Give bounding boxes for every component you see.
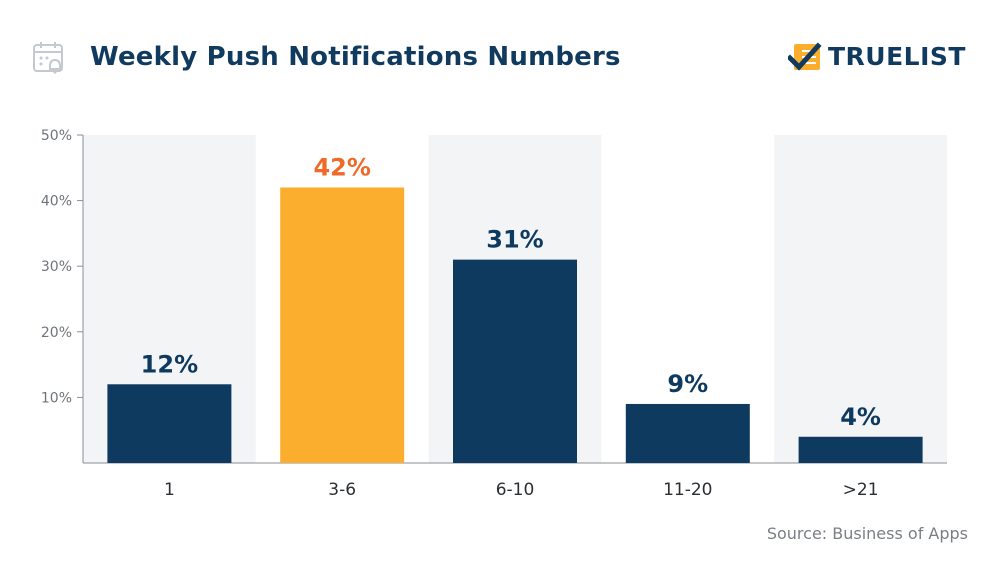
source-note: Source: Business of Apps bbox=[766, 524, 968, 543]
header: Weekly Push Notifications Numbers TRUELI… bbox=[0, 0, 1000, 110]
bar-value-label: 31% bbox=[486, 226, 543, 254]
brand-logo: TRUELIST bbox=[788, 40, 978, 76]
x-tick-label: 1 bbox=[164, 480, 175, 500]
bar bbox=[107, 384, 232, 463]
brand-name: TRUELIST bbox=[828, 42, 966, 71]
x-tick-label: 6-10 bbox=[496, 480, 535, 500]
x-tick-label: >21 bbox=[843, 480, 879, 500]
bar bbox=[280, 187, 405, 463]
bar bbox=[798, 436, 923, 463]
background-band bbox=[774, 135, 947, 463]
bar-chart: 10% 20% 30% 40% 50% 12% 1 42% 3-6 31% 6-10 9% 11-20 4… bbox=[41, 128, 947, 500]
page-title: Weekly Push Notifications Numbers bbox=[90, 42, 621, 72]
bar-value-label: 12% bbox=[141, 350, 198, 378]
y-tick-label: 50% bbox=[41, 128, 72, 144]
y-tick-label: 40% bbox=[41, 194, 72, 210]
bar bbox=[453, 259, 577, 463]
checkmark-list-icon bbox=[788, 42, 822, 71]
x-tick-label: 3-6 bbox=[328, 480, 356, 500]
y-tick-label: 30% bbox=[41, 259, 72, 275]
calendar-bell-icon bbox=[33, 42, 63, 74]
bar-value-label: 4% bbox=[840, 403, 881, 431]
x-tick-label: 11-20 bbox=[663, 480, 712, 500]
bar-value-label: 9% bbox=[667, 370, 708, 398]
y-tick-label: 20% bbox=[41, 325, 72, 341]
bar bbox=[625, 403, 750, 463]
bar-value-label: 42% bbox=[313, 153, 370, 181]
y-tick-label: 10% bbox=[41, 390, 72, 406]
